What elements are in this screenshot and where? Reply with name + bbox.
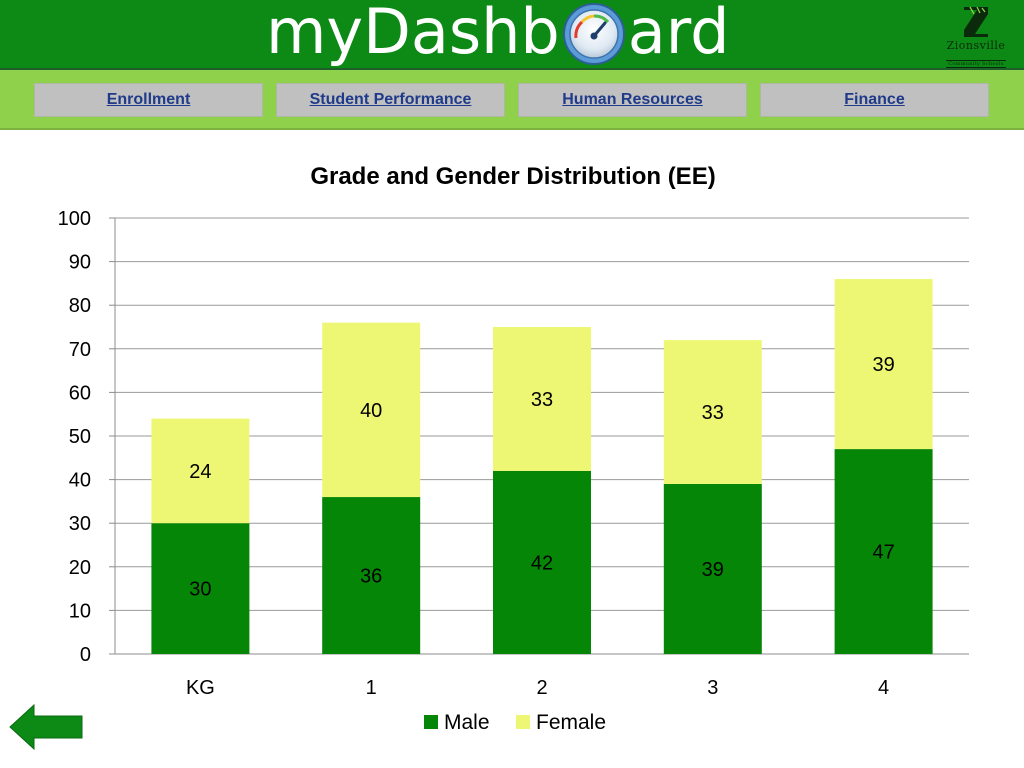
nav-enrollment[interactable]: Enrollment xyxy=(34,83,263,117)
nav-enrollment-label: Enrollment xyxy=(106,91,191,108)
nav-bar: Enrollment Student Performance Human Res… xyxy=(0,70,1024,130)
chart-bars xyxy=(151,279,933,654)
y-tick-label: 100 xyxy=(58,208,91,230)
chart-legend: Male Female xyxy=(424,711,606,734)
y-tick-label: 0 xyxy=(80,644,91,666)
nav-finance[interactable]: Finance xyxy=(760,83,989,117)
legend-swatch-female xyxy=(516,715,530,729)
x-tick-label: 2 xyxy=(536,677,547,699)
y-tick-label: 90 xyxy=(69,252,91,274)
x-tick-label: 3 xyxy=(707,677,718,699)
bar-female-2 xyxy=(493,327,591,471)
bar-female-kg xyxy=(151,418,250,524)
data-label-female-kg: 24 xyxy=(189,461,211,483)
y-axis-labels: 0 10 20 30 40 50 60 70 80 90 100 xyxy=(58,208,91,666)
left-arrow-icon xyxy=(9,703,83,751)
bar-male-kg xyxy=(151,523,250,654)
y-tick-label: 40 xyxy=(69,470,91,492)
brand-text-prefix: myDashb xyxy=(266,0,560,68)
school-emblem-icon xyxy=(964,6,988,37)
chart-data-labels: 30 24 36 40 42 33 39 33 47 39 xyxy=(189,354,894,601)
nav-finance-label: Finance xyxy=(844,91,905,108)
x-tick-label: KG xyxy=(186,677,215,699)
legend-swatch-male xyxy=(424,715,438,729)
data-label-female-2: 33 xyxy=(531,389,553,411)
nav-human-resources-label: Human Resources xyxy=(562,91,703,108)
data-label-male-1: 36 xyxy=(360,566,382,588)
logo-line-2: Community Schools xyxy=(946,60,1006,68)
brand-text-suffix: ard xyxy=(627,0,730,68)
bar-female-1 xyxy=(322,322,421,498)
school-logo: Zionsville Community Schools xyxy=(934,4,1018,68)
data-label-male-3: 39 xyxy=(702,559,724,581)
nav-student-performance[interactable]: Student Performance xyxy=(276,83,505,117)
y-tick-label: 10 xyxy=(69,600,91,622)
y-tick-label: 20 xyxy=(69,557,91,579)
y-tick-label: 80 xyxy=(69,295,91,317)
bar-female-4 xyxy=(834,279,933,450)
nav-student-performance-label: Student Performance xyxy=(309,91,472,108)
y-tick-label: 30 xyxy=(69,513,91,535)
gauge-icon xyxy=(562,3,625,65)
bar-male-4 xyxy=(834,449,933,654)
back-arrow-button[interactable] xyxy=(6,702,86,752)
nav-human-resources[interactable]: Human Resources xyxy=(518,83,747,117)
x-tick-label: 1 xyxy=(366,677,377,699)
x-tick-label: 4 xyxy=(878,677,889,699)
data-label-male-kg: 30 xyxy=(189,579,211,601)
brand-logo: myDashb ard xyxy=(266,0,730,70)
header-bar: myDashb ard Zionsville Community S xyxy=(0,0,1024,70)
data-label-male-4: 47 xyxy=(872,542,894,564)
bar-male-3 xyxy=(663,483,762,654)
y-tick-label: 60 xyxy=(69,382,91,404)
data-label-female-3: 33 xyxy=(702,402,724,424)
bar-male-2 xyxy=(493,470,591,654)
bar-male-1 xyxy=(322,497,421,654)
chart-title: Grade and Gender Distribution (EE) xyxy=(310,163,715,190)
legend-label-female: Female xyxy=(536,711,606,734)
y-tick-label: 50 xyxy=(69,426,91,448)
logo-line-1: Zionsville xyxy=(946,39,1006,52)
grade-gender-chart: Grade and Gender Distribution (EE) 01020… xyxy=(58,163,969,734)
data-label-female-4: 39 xyxy=(872,354,894,376)
bar-female-3 xyxy=(663,340,762,484)
legend-label-male: Male xyxy=(444,711,490,734)
y-tick-label: 70 xyxy=(69,339,91,361)
data-label-male-2: 42 xyxy=(531,552,553,574)
data-label-female-1: 40 xyxy=(360,400,382,422)
x-axis-labels: KG 1 2 3 4 xyxy=(186,677,889,699)
